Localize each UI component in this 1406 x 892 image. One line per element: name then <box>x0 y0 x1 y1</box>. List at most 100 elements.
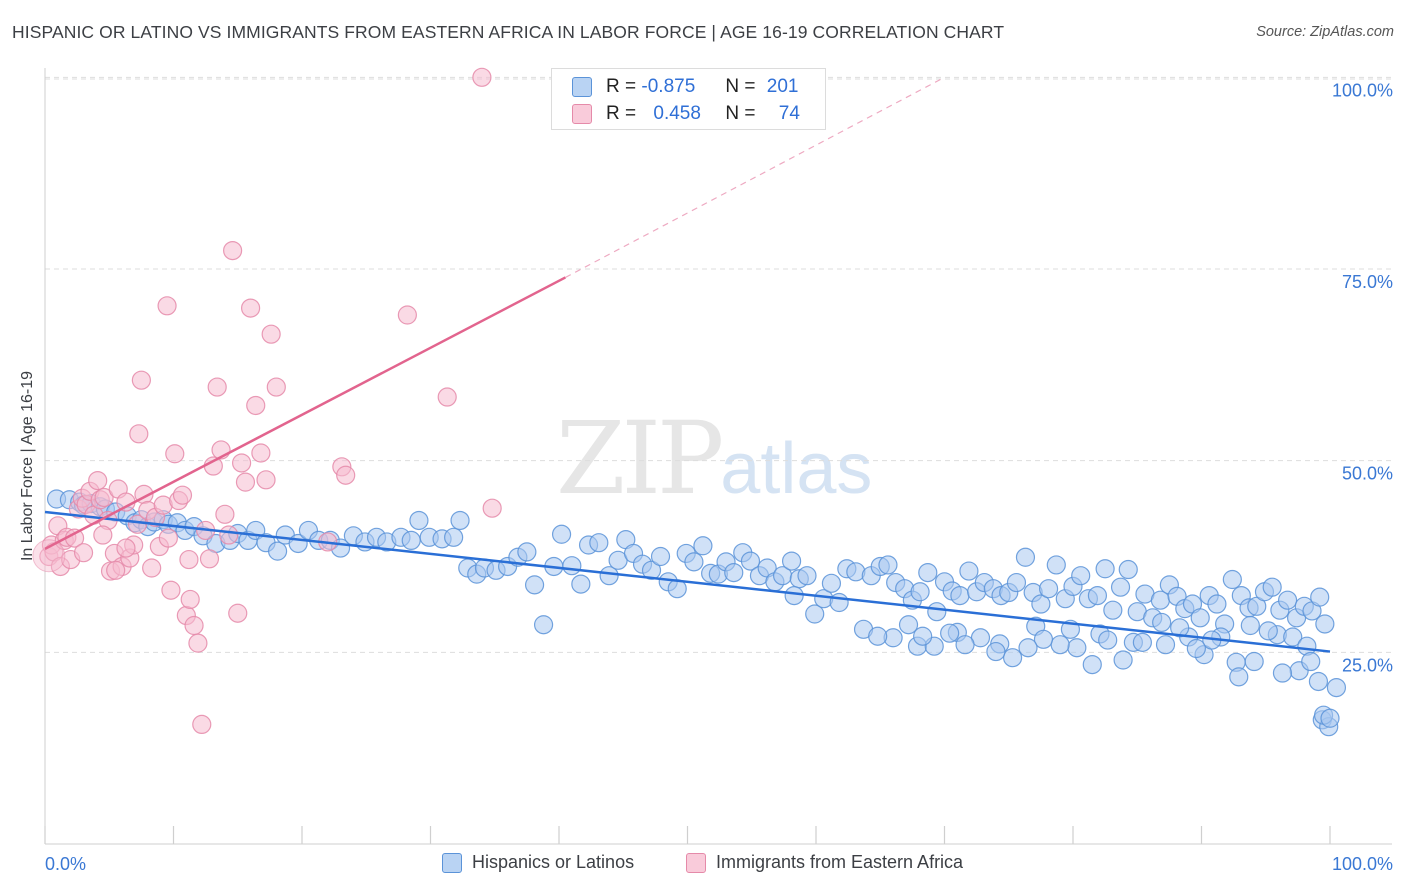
hispanic-point <box>1308 671 1329 692</box>
stats-r-value: 0.458 <box>653 103 701 124</box>
hispanic-point <box>781 551 802 571</box>
hispanic-point <box>1003 648 1023 668</box>
hispanic-point <box>955 635 975 655</box>
eastern-africa-trend-line <box>44 276 567 550</box>
hispanic-point <box>693 536 713 556</box>
hispanic-point <box>551 524 572 544</box>
stats-n-label: N = <box>725 76 756 97</box>
legend-swatch-pink <box>686 852 706 873</box>
hispanic-point <box>1283 627 1303 647</box>
hispanic-point <box>524 575 545 595</box>
hispanic-point <box>1015 547 1036 567</box>
hispanic-point <box>1272 663 1293 683</box>
hispanic-point <box>1071 566 1091 586</box>
stats-swatch-blue <box>572 77 592 97</box>
eastern-africa-point <box>94 487 114 508</box>
hispanic-point <box>267 541 288 561</box>
hispanic-point <box>821 573 842 593</box>
eastern-africa-point <box>219 525 239 545</box>
hispanic-point <box>1301 651 1321 672</box>
eastern-africa-point <box>93 525 113 545</box>
stats-n-value: 74 <box>778 103 800 124</box>
hispanic-point <box>1082 654 1102 675</box>
stats-legend: R = -0.875 N = 201 R = 0.458 N = 74 <box>551 68 826 130</box>
eastern-africa-point <box>199 549 220 569</box>
hispanic-point <box>927 602 947 622</box>
stats-r-value: -0.875 <box>641 76 696 97</box>
eastern-africa-point <box>142 558 162 578</box>
hispanic-point <box>517 542 537 562</box>
eastern-africa-point <box>251 443 271 463</box>
y-tick-label: 25.0% <box>1342 655 1393 675</box>
hispanic-point <box>986 641 1006 662</box>
eastern-africa-point <box>129 424 149 444</box>
hispanic-point <box>1155 635 1176 655</box>
hispanic-point <box>959 561 979 581</box>
hispanic-point <box>797 566 817 586</box>
hispanic-point <box>784 585 804 606</box>
eastern-africa-point <box>180 589 200 610</box>
y-axis-label: In Labor Force | Age 16-19 <box>19 370 36 562</box>
hispanic-point <box>1095 559 1115 579</box>
hispanic-trend-line <box>44 510 1331 653</box>
chart-title: HISPANIC OR LATINO VS IMMIGRANTS FROM EA… <box>12 22 1005 42</box>
hispanic-point <box>444 527 464 547</box>
hispanic-point <box>1050 635 1070 655</box>
hispanic-point <box>1018 638 1038 658</box>
hispanic-point <box>450 510 470 531</box>
hispanic-point <box>910 582 930 602</box>
hispanic-point <box>1118 559 1138 580</box>
hispanic-point <box>1110 577 1131 597</box>
stats-row-eastern-africa: R = 0.458 N = 74 <box>572 101 800 127</box>
eastern-africa-point <box>228 603 248 623</box>
stats-row-hispanic: R = -0.875 N = 201 <box>572 74 798 100</box>
hispanic-point <box>1310 587 1330 607</box>
eastern-africa-point <box>188 633 208 653</box>
eastern-africa-point <box>106 560 126 580</box>
eastern-africa-point <box>157 296 177 316</box>
hispanic-point <box>1207 594 1227 614</box>
x-tick-label-min: 0.0% <box>45 854 86 874</box>
legend-item-eastern-africa: Immigrants from Eastern Africa <box>686 852 963 873</box>
eastern-africa-point <box>32 539 66 573</box>
eastern-africa-point <box>256 470 276 490</box>
eastern-africa-point <box>215 504 235 524</box>
eastern-africa-point <box>246 395 266 416</box>
hispanic-point <box>641 560 662 580</box>
eastern-africa-point <box>88 471 108 491</box>
hispanic-point <box>1320 708 1340 728</box>
hispanic-point <box>1277 590 1298 610</box>
y-tick-label: 75.0% <box>1342 272 1393 292</box>
hispanic-point <box>1103 600 1123 620</box>
hispanic-point <box>913 626 933 646</box>
eastern-africa-point <box>165 444 185 464</box>
eastern-africa-trend-extension <box>565 76 945 278</box>
watermark: ZIPatlas <box>556 400 872 517</box>
hispanic-point <box>898 615 919 635</box>
hispanic-point <box>684 552 704 572</box>
eastern-africa-point <box>482 498 502 518</box>
eastern-africa-point <box>266 377 286 397</box>
hispanic-point <box>1031 594 1051 614</box>
hispanic-point <box>1170 618 1190 638</box>
hispanic-point <box>740 551 761 571</box>
stats-n-label: N = <box>725 103 756 124</box>
hispanic-point <box>650 546 671 567</box>
eastern-africa-point <box>261 324 281 344</box>
eastern-africa-point <box>184 615 204 636</box>
hispanic-point <box>868 626 888 646</box>
legend-swatch-blue <box>442 852 462 873</box>
eastern-africa-point <box>241 298 261 318</box>
legend-label: Immigrants from Eastern Africa <box>716 852 964 872</box>
eastern-africa-point <box>232 453 252 473</box>
hispanic-point <box>1067 638 1087 658</box>
hispanic-point <box>829 592 849 613</box>
hispanic-point <box>1222 569 1242 590</box>
hispanic-point <box>1240 615 1260 636</box>
hispanic-point <box>1132 632 1152 652</box>
hispanic-point <box>1244 651 1264 672</box>
stats-r-label: R = <box>606 103 637 124</box>
hispanic-point <box>1190 608 1210 628</box>
bottom-legend: Hispanics or Latinos Immigrants from Eas… <box>0 850 1406 880</box>
